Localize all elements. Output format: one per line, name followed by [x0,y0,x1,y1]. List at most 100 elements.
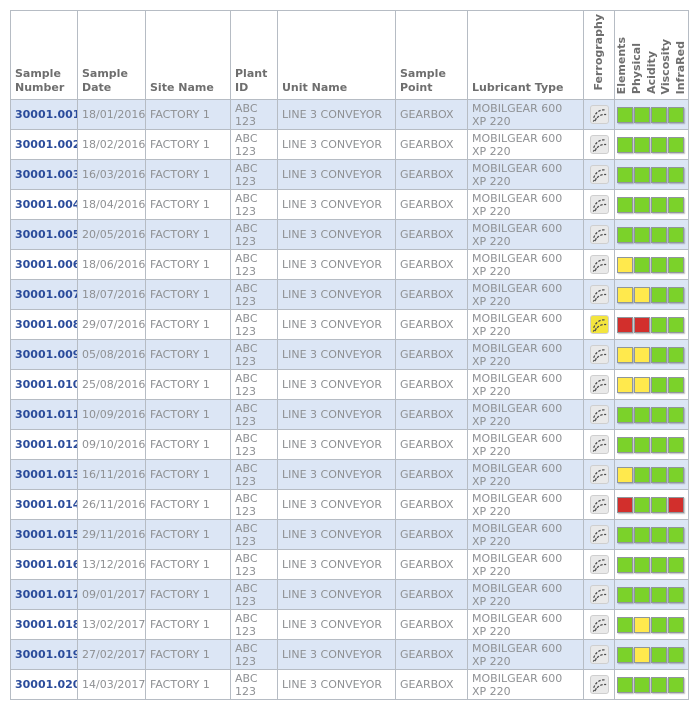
status-square-red[interactable] [617,316,633,333]
status-square-green[interactable] [668,436,684,453]
ferrography-icon[interactable] [589,585,609,605]
status-square-yellow[interactable] [617,346,633,363]
status-square-green[interactable] [617,226,633,243]
ferrography-icon[interactable] [589,225,609,245]
status-square-green[interactable] [668,586,684,603]
ferrography-icon[interactable] [589,345,609,365]
status-square-green[interactable] [668,256,684,273]
sample-number-link[interactable]: 30001.012 [15,438,78,452]
status-square-green[interactable] [668,646,684,663]
status-square-green[interactable] [668,526,684,543]
status-square-green[interactable] [617,646,633,663]
sample-number-link[interactable]: 30001.014 [15,498,78,512]
status-square-green[interactable] [634,436,650,453]
status-square-green[interactable] [668,466,684,483]
sample-number-link[interactable]: 30001.008 [15,318,78,332]
status-square-green[interactable] [668,316,684,333]
status-square-green[interactable] [668,346,684,363]
status-square-red[interactable] [617,496,633,513]
status-square-yellow[interactable] [617,466,633,483]
status-square-green[interactable] [651,196,667,213]
status-square-green[interactable] [634,466,650,483]
status-square-green[interactable] [668,196,684,213]
ferrography-icon[interactable] [589,525,609,545]
status-square-yellow[interactable] [634,346,650,363]
status-square-green[interactable] [651,346,667,363]
status-square-green[interactable] [668,616,684,633]
sample-number-link[interactable]: 30001.003 [15,168,78,182]
status-square-green[interactable] [668,406,684,423]
status-square-green[interactable] [617,436,633,453]
status-square-green[interactable] [651,226,667,243]
status-square-green[interactable] [668,676,684,693]
status-square-green[interactable] [617,166,633,183]
ferrography-icon[interactable] [589,255,609,275]
status-square-green[interactable] [617,586,633,603]
status-square-yellow[interactable] [634,376,650,393]
status-square-green[interactable] [634,496,650,513]
status-square-green[interactable] [651,286,667,303]
sample-number-link[interactable]: 30001.005 [15,228,78,242]
sample-number-link[interactable]: 30001.018 [15,618,78,632]
status-square-green[interactable] [668,556,684,573]
sample-number-link[interactable]: 30001.020 [15,678,78,692]
status-square-green[interactable] [634,406,650,423]
status-square-green[interactable] [617,406,633,423]
ferrography-icon[interactable] [589,675,609,695]
ferrography-icon[interactable] [589,105,609,125]
status-square-green[interactable] [668,136,684,153]
status-square-green[interactable] [617,616,633,633]
sample-number-link[interactable]: 30001.013 [15,468,78,482]
status-square-yellow[interactable] [617,286,633,303]
status-square-green[interactable] [617,196,633,213]
status-square-green[interactable] [651,106,667,123]
status-square-green[interactable] [651,436,667,453]
ferrography-icon[interactable] [589,375,609,395]
sample-number-link[interactable]: 30001.002 [15,138,78,152]
status-square-green[interactable] [634,676,650,693]
status-square-green[interactable] [617,106,633,123]
status-square-red[interactable] [668,496,684,513]
status-square-green[interactable] [634,106,650,123]
status-square-yellow[interactable] [634,616,650,633]
status-square-green[interactable] [651,316,667,333]
status-square-green[interactable] [651,496,667,513]
ferrography-icon[interactable] [589,555,609,575]
status-square-green[interactable] [651,466,667,483]
sample-number-link[interactable]: 30001.009 [15,348,78,362]
status-square-yellow[interactable] [634,646,650,663]
sample-number-link[interactable]: 30001.004 [15,198,78,212]
status-square-green[interactable] [668,106,684,123]
status-square-green[interactable] [668,166,684,183]
status-square-green[interactable] [617,556,633,573]
status-square-green[interactable] [617,676,633,693]
status-square-green[interactable] [634,136,650,153]
status-square-red[interactable] [634,316,650,333]
status-square-green[interactable] [651,586,667,603]
status-square-green[interactable] [617,136,633,153]
sample-number-link[interactable]: 30001.011 [15,408,78,422]
status-square-green[interactable] [617,526,633,543]
ferrography-icon[interactable] [589,315,609,335]
ferrography-icon[interactable] [589,165,609,185]
sample-number-link[interactable]: 30001.001 [15,108,78,122]
status-square-green[interactable] [634,256,650,273]
status-square-green[interactable] [668,286,684,303]
status-square-green[interactable] [651,646,667,663]
ferrography-icon[interactable] [589,435,609,455]
sample-number-link[interactable]: 30001.016 [15,558,78,572]
status-square-green[interactable] [651,376,667,393]
ferrography-icon[interactable] [589,195,609,215]
status-square-green[interactable] [634,586,650,603]
status-square-green[interactable] [651,406,667,423]
status-square-green[interactable] [651,616,667,633]
status-square-green[interactable] [651,556,667,573]
ferrography-icon[interactable] [589,645,609,665]
status-square-green[interactable] [651,676,667,693]
status-square-green[interactable] [668,376,684,393]
status-square-green[interactable] [651,526,667,543]
sample-number-link[interactable]: 30001.010 [15,378,78,392]
status-square-green[interactable] [634,556,650,573]
status-square-yellow[interactable] [617,256,633,273]
sample-number-link[interactable]: 30001.017 [15,588,78,602]
